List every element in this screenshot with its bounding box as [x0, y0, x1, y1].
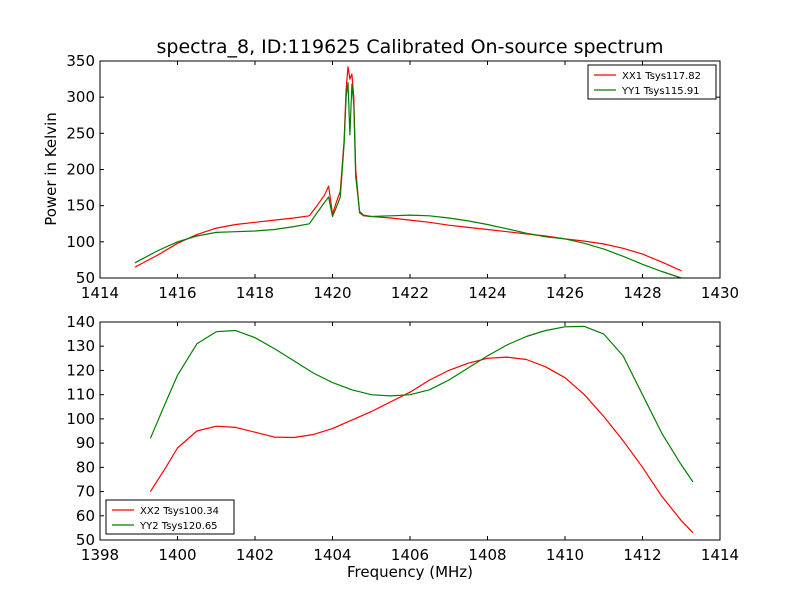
chart-top-legend-label: XX1 Tsys117.82 — [622, 71, 701, 82]
chart-bottom-legend-label: XX2 Tsys100.34 — [140, 506, 219, 517]
chart-top-plot-area: 1414 1416 1418 1420 1422 1424 1426 1428 1430 50 10… — [66, 52, 739, 302]
chart-bottom-ytick-label: 50 — [76, 531, 95, 549]
chart-top-ytick-label: 200 — [66, 161, 95, 179]
chart-top-series-line-1 — [134, 66, 682, 272]
chart-bottom-xlabel: Frequency (MHz) — [347, 563, 473, 581]
chart-bottom-ytick-label: 80 — [76, 458, 95, 476]
chart-top-xtick-label: 1422 — [391, 284, 429, 302]
chart-bottom-xtick-label: 1412 — [623, 546, 661, 564]
chart-top-legend-label: YY1 Tsys115.91 — [621, 86, 700, 97]
chart-top-xtick-label: 1426 — [546, 284, 584, 302]
chart-bottom-ytick-label: 60 — [76, 507, 95, 525]
chart-bottom-ytick-label: 90 — [76, 434, 95, 452]
chart-bottom-plot-area: 1398 1400 1402 1404 1406 1408 1410 1412 1414 50 60… — [66, 313, 739, 564]
chart-bottom-legend-label: YY2 Tsys120.65 — [139, 521, 218, 532]
chart-bottom-ytick-label: 120 — [66, 361, 95, 379]
chart-top-xtick-label: 1428 — [623, 284, 661, 302]
chart-top-xtick-label: 1418 — [236, 284, 274, 302]
chart-bottom: Frequency (MHz) 1398 1400 1402 1404 1406 1408… — [66, 313, 739, 581]
chart-bottom-legend-box — [105, 499, 235, 535]
chart-bottom-series-line-1 — [149, 356, 694, 534]
chart-bottom-xtick-label: 1414 — [701, 546, 739, 564]
chart-top: spectra_8, ID:119625 Calibrated On-sourc… — [42, 36, 739, 302]
chart-top-xtick-label: 1424 — [468, 284, 506, 302]
chart-bottom-ytick-label: 70 — [76, 483, 95, 501]
chart-bottom-xtick-label: 1398 — [81, 546, 119, 564]
chart-top-ytick-label: 350 — [66, 52, 95, 70]
chart-top-title: spectra_8, ID:119625 Calibrated On-sourc… — [157, 36, 664, 58]
chart-top-xtick-label: 1430 — [701, 284, 739, 302]
chart-bottom-series-line-2 — [149, 325, 694, 483]
chart-bottom-xtick-label: 1404 — [313, 546, 351, 564]
chart-bottom-ytick-label: 130 — [66, 337, 95, 355]
chart-bottom-ytick-label: 140 — [66, 313, 95, 331]
chart-top-ytick-label: 300 — [66, 88, 95, 106]
chart-bottom-ytick-label: 100 — [66, 410, 95, 428]
chart-top-xtick-label: 1416 — [158, 284, 196, 302]
chart-bottom-xtick-label: 1400 — [158, 546, 196, 564]
chart-bottom-xtick-label: 1406 — [391, 546, 429, 564]
chart-bottom-xtick-label: 1408 — [468, 546, 506, 564]
chart-bottom-xtick-label: 1402 — [236, 546, 274, 564]
chart-bottom-xtick-label: 1410 — [546, 546, 584, 564]
chart-top-legend-box — [587, 64, 717, 100]
chart-top-ytick-label: 50 — [76, 269, 95, 287]
chart-top-ytick-label: 150 — [66, 197, 95, 215]
chart-top-xtick-label: 1420 — [313, 284, 351, 302]
chart-bottom-ytick-label: 110 — [66, 386, 95, 404]
chart-top-ytick-label: 250 — [66, 124, 95, 142]
chart-top-series-line-2 — [134, 82, 682, 279]
chart-top-xtick-label: 1414 — [81, 284, 119, 302]
chart-top-ylabel: Power in Kelvin — [42, 112, 60, 226]
chart-bottom-legend: XX2 Tsys100.34 YY2 Tsys120.65 — [105, 499, 235, 535]
chart-top-legend: XX1 Tsys117.82 YY1 Tsys115.91 — [587, 64, 717, 100]
chart-top-ytick-label: 100 — [66, 233, 95, 251]
